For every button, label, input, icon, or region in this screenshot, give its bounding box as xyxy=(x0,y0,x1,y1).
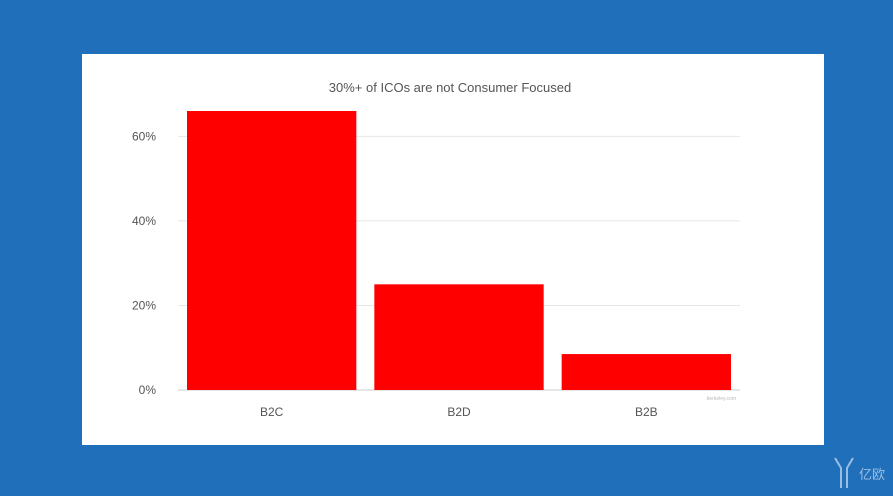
y-tick-label: 20% xyxy=(132,298,156,312)
x-tick-label: B2D xyxy=(447,405,471,419)
bar-chart: 30%+ of ICOs are not Consumer Focused 0%… xyxy=(132,80,740,419)
bar-layer xyxy=(187,111,731,390)
tick-layer: 0% 20% 40% 60% B2C B2D B2B xyxy=(132,129,658,419)
x-tick-label: B2C xyxy=(260,405,284,419)
y-tick-label: 0% xyxy=(139,383,157,397)
chart-title: 30%+ of ICOs are not Consumer Focused xyxy=(329,80,571,95)
bar-b2d[interactable] xyxy=(374,284,544,390)
chart-credit: berkeley.com xyxy=(707,396,736,402)
x-tick-label: B2B xyxy=(635,405,658,419)
chart-card: 30%+ of ICOs are not Consumer Focused 0%… xyxy=(82,54,824,445)
watermark: 亿欧 xyxy=(833,456,885,490)
bar-b2b[interactable] xyxy=(561,354,731,390)
watermark-text: 亿欧 xyxy=(858,466,885,482)
y-tick-label: 60% xyxy=(132,129,156,143)
y-tick-label: 40% xyxy=(132,214,156,228)
yiou-logo-icon xyxy=(834,457,854,488)
bar-b2c[interactable] xyxy=(187,111,357,390)
